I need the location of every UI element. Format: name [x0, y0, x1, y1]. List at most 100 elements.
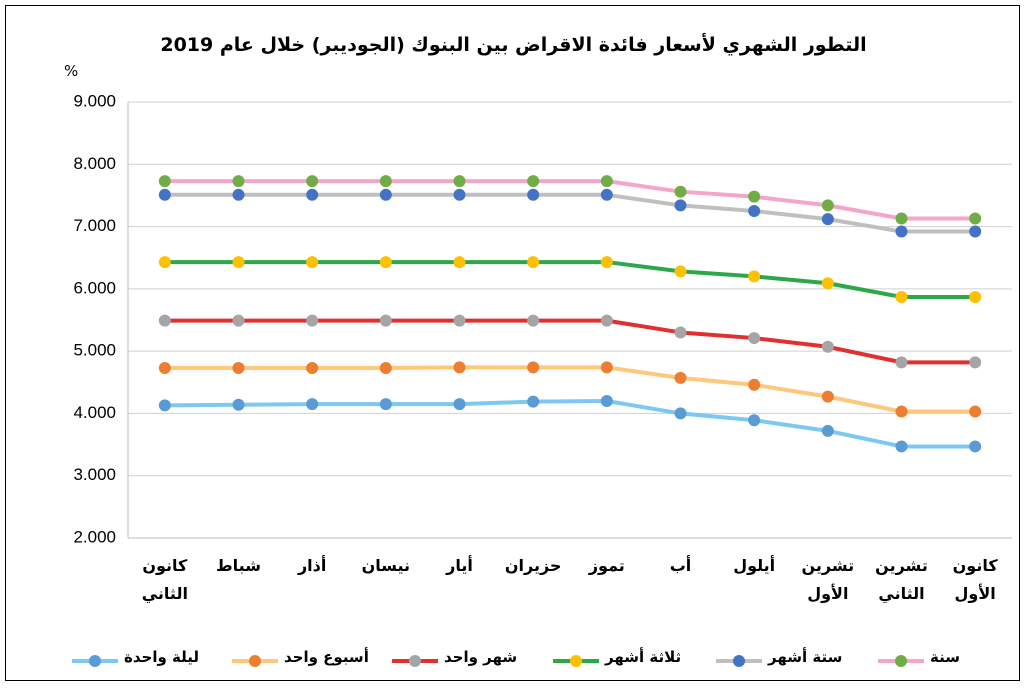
x-tick-label: تشرين الأول	[801, 556, 855, 603]
data-point	[158, 175, 171, 188]
data-point	[674, 265, 687, 278]
legend-marker	[733, 655, 745, 667]
data-point	[527, 175, 540, 188]
data-point	[379, 175, 392, 188]
data-point	[600, 394, 613, 407]
data-point	[527, 361, 540, 374]
data-point	[969, 225, 982, 238]
series-line	[164, 192, 976, 234]
x-tick-label: أيار	[446, 556, 473, 575]
data-point	[821, 340, 834, 353]
data-point	[895, 356, 908, 369]
data-point	[821, 277, 834, 290]
data-point	[748, 205, 761, 217]
x-tick-label: أب	[669, 556, 692, 575]
data-point	[453, 398, 466, 411]
data-point	[674, 371, 687, 384]
legend-label: أسبوع واحد	[284, 648, 369, 666]
data-point	[895, 225, 908, 238]
data-point	[821, 213, 834, 226]
data-point	[379, 361, 392, 374]
data-point	[748, 270, 761, 283]
data-point	[453, 361, 466, 374]
data-point	[232, 398, 245, 411]
x-tick-label: تشرين الثاني	[875, 556, 928, 603]
y-tick-label: 3.000	[73, 465, 116, 484]
data-point	[895, 212, 908, 225]
data-point	[748, 332, 761, 345]
data-point	[969, 290, 982, 303]
data-point	[748, 414, 761, 427]
data-point	[674, 407, 687, 420]
y-tick-label: 4.000	[73, 403, 116, 422]
y-tick-label: 6.000	[73, 278, 116, 297]
legend-label: سنة	[930, 648, 960, 666]
x-tick-label: شباط	[216, 556, 261, 575]
data-point	[527, 188, 540, 201]
data-point	[748, 190, 761, 203]
data-point	[600, 314, 613, 327]
data-point	[158, 188, 171, 201]
y-tick-label: 2.000	[73, 527, 116, 546]
data-point	[748, 378, 761, 391]
legend-label: ليلة واحدة	[124, 648, 199, 666]
series-line	[164, 365, 976, 414]
data-point	[527, 314, 540, 327]
legend-marker	[409, 655, 421, 667]
data-point	[600, 361, 613, 374]
legend-label: ثلاثة أشهر	[605, 648, 682, 666]
legend-marker	[895, 655, 907, 667]
x-tick-label: نيسان	[361, 556, 411, 575]
data-point	[379, 188, 392, 201]
data-point	[453, 188, 466, 201]
data-point	[969, 356, 982, 369]
data-point	[379, 256, 392, 269]
legend-marker	[570, 655, 582, 667]
data-point	[453, 175, 466, 188]
y-tick-label: 9.000	[73, 91, 116, 110]
x-tick-label: أيلول	[733, 556, 776, 575]
data-point	[158, 361, 171, 374]
data-point	[821, 199, 834, 212]
y-tick-label: 5.000	[73, 341, 116, 360]
legend-marker	[89, 655, 101, 667]
series-line	[164, 179, 976, 221]
legend-label: شهر واحد	[444, 648, 518, 666]
chart-title: التطور الشهري لأسعار فائدة الاقراض بين ا…	[160, 34, 867, 56]
data-point	[527, 256, 540, 269]
data-point	[306, 361, 319, 374]
data-point	[453, 256, 466, 269]
data-point	[453, 314, 466, 327]
y-axis-label: %	[64, 62, 79, 80]
data-point	[969, 405, 982, 418]
data-point	[232, 361, 245, 374]
x-tick-label: حزيران	[504, 556, 562, 575]
data-point	[306, 398, 319, 411]
x-tick-label: أذار	[297, 556, 327, 575]
series-line	[164, 260, 976, 299]
data-point	[600, 256, 613, 269]
data-point	[158, 256, 171, 269]
data-point	[306, 314, 319, 327]
data-point	[674, 185, 687, 198]
data-point	[969, 212, 982, 225]
data-point	[600, 175, 613, 188]
data-point	[895, 440, 908, 453]
data-point	[306, 256, 319, 269]
x-tick-label: كانون الثاني	[141, 556, 188, 603]
data-point	[379, 398, 392, 411]
x-tick-label: كانون الأول	[952, 556, 998, 603]
data-point	[821, 390, 834, 403]
series-line	[164, 318, 976, 365]
series-line	[164, 398, 976, 449]
x-tick-label: تموز	[588, 556, 625, 575]
legend-marker	[249, 655, 261, 667]
data-point	[379, 314, 392, 327]
data-point	[674, 326, 687, 339]
legend-label: ستة أشهر	[768, 648, 843, 666]
data-point	[674, 199, 687, 212]
data-point	[600, 188, 613, 201]
data-point	[306, 175, 319, 188]
